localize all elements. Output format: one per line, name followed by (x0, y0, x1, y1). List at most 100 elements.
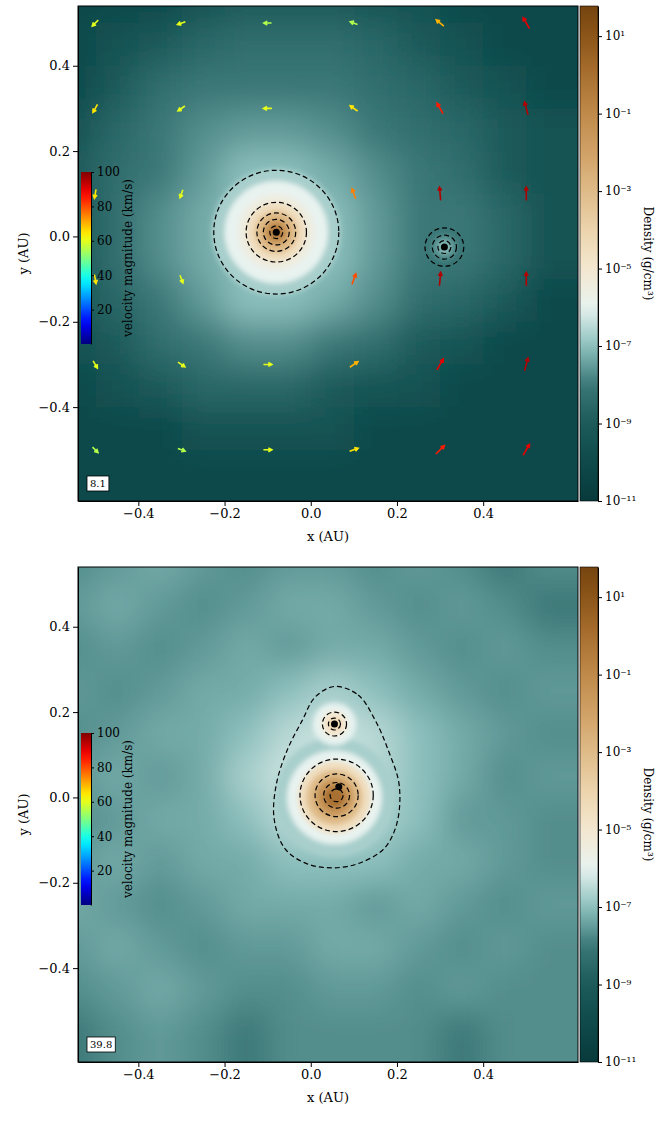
velocity-colorbar-tick-mark (91, 172, 94, 173)
velocity-arrow (523, 18, 529, 29)
contour (274, 686, 400, 867)
density-cell (225, 669, 269, 712)
axis-line (91, 734, 92, 906)
density-cell (440, 279, 484, 322)
colorbar-tick-mark (598, 501, 602, 502)
y-tick-label: −0.4 (38, 961, 70, 976)
y-tick: 0.0 (49, 229, 78, 244)
density-cell (138, 407, 182, 450)
density-cell (397, 450, 441, 501)
y-tick: 0.4 (49, 619, 78, 634)
velocity-colorbar-tick-mark (91, 206, 94, 207)
density-cell (225, 66, 269, 109)
density-cell (95, 66, 139, 109)
density-cell (225, 364, 269, 407)
velocity-arrow (264, 21, 272, 25)
y-axis-title: y (AU) (16, 794, 31, 837)
density-cell (526, 797, 578, 840)
density-cell (78, 364, 96, 407)
x-axis-title: x (AU) (307, 529, 349, 544)
density-cell (225, 567, 269, 585)
velocity-arrow (93, 361, 97, 368)
y-tick-mark (73, 151, 78, 152)
density-cell (138, 6, 182, 24)
density-cell (95, 925, 139, 968)
density-cell (526, 151, 578, 194)
colorbar-tick: 10⁻⁵ (598, 823, 632, 837)
y-tick-mark (73, 322, 78, 323)
density-cell (483, 108, 527, 151)
x-tick: 0.2 (387, 1062, 408, 1082)
velocity-arrow (178, 362, 185, 367)
star (335, 783, 342, 790)
contours (274, 686, 400, 867)
colorbar-tick-label: 10⁻⁷ (605, 339, 632, 353)
contour (300, 759, 373, 832)
density-cell (225, 108, 269, 151)
density-cell (440, 1011, 484, 1062)
velocity-arrow (263, 363, 271, 367)
density-cell (138, 797, 182, 840)
colorbar-tick-mark (598, 36, 602, 37)
velocity-vectors (92, 18, 529, 456)
density-cell (354, 6, 398, 24)
density-cell (354, 322, 398, 365)
density-cell (397, 840, 441, 883)
y-tick-mark (73, 407, 78, 408)
density-cell (397, 567, 441, 585)
density-cell (440, 322, 484, 365)
density-cell (138, 584, 182, 627)
colorbar-tick-mark (598, 1062, 602, 1063)
density-cell (311, 322, 355, 365)
density-cell (354, 450, 398, 501)
density-cell (483, 407, 527, 450)
colorbar-tick: 10⁻¹¹ (598, 1055, 636, 1069)
density-cell (483, 450, 527, 501)
x-tick: −0.2 (209, 1062, 241, 1082)
contour (438, 241, 451, 254)
density-cell (311, 450, 355, 501)
velocity-colorbar (81, 172, 91, 344)
colorbar-tick: 10⁻³ (598, 745, 632, 759)
density-cell (311, 279, 355, 322)
velocity-arrow (178, 448, 185, 452)
colorbar-tick-mark (598, 424, 602, 425)
density-cell (440, 194, 484, 237)
density-cell (526, 1011, 578, 1062)
velocity-colorbar-tick: 80 (91, 761, 112, 775)
clump-shell (431, 234, 457, 260)
density-cell (268, 925, 312, 968)
density-cell (181, 108, 225, 151)
density-cell (181, 6, 225, 24)
density-cell (268, 322, 312, 365)
density-cell (354, 279, 398, 322)
plot-area (78, 6, 578, 501)
density-cell (440, 151, 484, 194)
density-cell (526, 66, 578, 109)
colorbar-tick-label: 10⁻¹¹ (605, 1055, 636, 1069)
x-axis: −0.4−0.20.00.20.4 (79, 501, 579, 521)
density-cell (483, 797, 527, 840)
clump-shell (270, 226, 283, 239)
velocity-arrow (524, 187, 528, 200)
density-cell (354, 407, 398, 450)
colorbar-tick-mark (598, 269, 602, 270)
velocity-colorbar (81, 733, 91, 905)
velocity-arrow (525, 358, 529, 371)
density-cell (225, 712, 269, 755)
density-cell (483, 968, 527, 1011)
density-cell (181, 925, 225, 968)
density-cell (483, 567, 527, 585)
density-cell (225, 797, 269, 840)
velocity-colorbar-tick-mark (91, 871, 94, 872)
colorbar-axis: 10⁻¹¹10⁻⁹10⁻⁷10⁻⁵10⁻³10⁻¹10¹ (598, 7, 636, 509)
y-tick: −0.2 (38, 314, 78, 329)
panel: −0.4−0.20.00.20.4−0.4−0.20.00.20.4x (AU)… (0, 413, 669, 1122)
density-cell (483, 364, 527, 407)
density-cell (397, 755, 441, 798)
x-tick: −0.2 (209, 501, 241, 521)
star (331, 721, 338, 728)
density-cell (225, 883, 269, 926)
density-cell (95, 23, 139, 66)
density-cell (181, 883, 225, 926)
